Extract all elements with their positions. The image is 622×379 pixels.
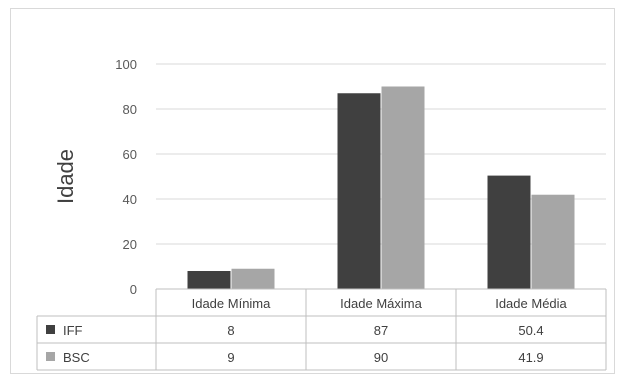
data-label: 8 — [227, 323, 234, 338]
data-label: 9 — [227, 350, 234, 365]
data-label: 41.9 — [518, 350, 543, 365]
y-tick-label: 100 — [115, 57, 137, 72]
data-label: 90 — [374, 350, 388, 365]
bar-bsc — [381, 86, 425, 289]
y-tick-label: 60 — [123, 147, 137, 162]
bar-bsc — [531, 194, 575, 289]
y-axis-title: Idade — [53, 149, 78, 204]
bar-iff — [337, 93, 381, 289]
bar-iff — [187, 271, 231, 289]
x-tick-label: Idade Mínima — [192, 296, 272, 311]
data-label: 87 — [374, 323, 388, 338]
legend-label: BSC — [63, 350, 90, 365]
legend-swatch-bsc — [46, 352, 55, 361]
legend-label: IFF — [63, 323, 83, 338]
y-tick-label: 20 — [123, 237, 137, 252]
x-tick-label: Idade Máxima — [340, 296, 422, 311]
bar-iff — [487, 175, 531, 289]
data-label: 50.4 — [518, 323, 543, 338]
x-tick-label: Idade Média — [495, 296, 567, 311]
y-tick-label: 80 — [123, 102, 137, 117]
y-tick-label: 40 — [123, 192, 137, 207]
bar-bsc — [231, 268, 275, 289]
y-tick-label: 0 — [130, 282, 137, 297]
legend-swatch-iff — [46, 325, 55, 334]
